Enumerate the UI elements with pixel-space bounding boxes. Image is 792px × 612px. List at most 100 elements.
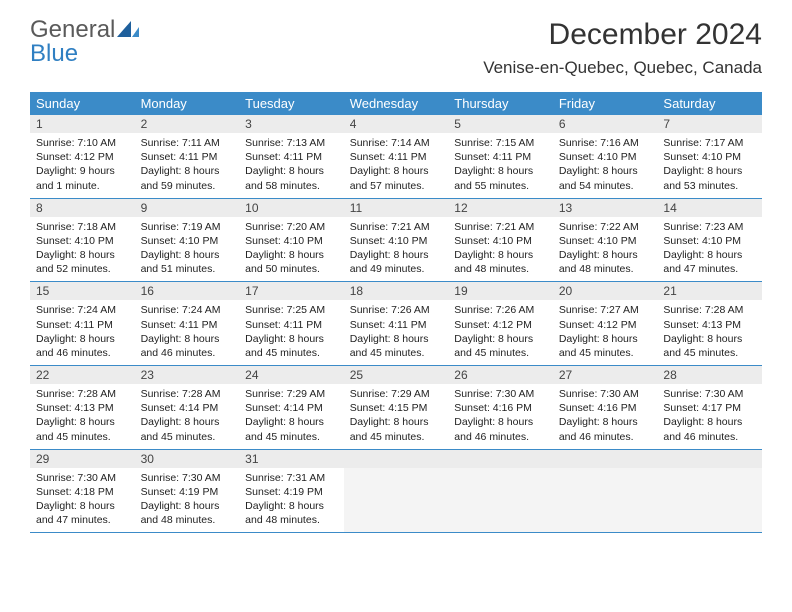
- day-number-empty: [553, 450, 658, 468]
- dayname-saturday: Saturday: [657, 92, 762, 115]
- day-info: Sunrise: 7:30 AMSunset: 4:17 PMDaylight:…: [657, 384, 762, 449]
- day-number: 27: [553, 366, 658, 384]
- day-d1: Daylight: 8 hours: [141, 332, 234, 346]
- week-row: 8Sunrise: 7:18 AMSunset: 4:10 PMDaylight…: [30, 199, 762, 283]
- day-d2: and 45 minutes.: [36, 430, 129, 444]
- day-sr: Sunrise: 7:30 AM: [559, 387, 652, 401]
- day-d1: Daylight: 8 hours: [350, 164, 443, 178]
- day-sr: Sunrise: 7:28 AM: [663, 303, 756, 317]
- day-info: Sunrise: 7:17 AMSunset: 4:10 PMDaylight:…: [657, 133, 762, 198]
- calendar-cell: 13Sunrise: 7:22 AMSunset: 4:10 PMDayligh…: [553, 199, 658, 282]
- calendar-cell: 21Sunrise: 7:28 AMSunset: 4:13 PMDayligh…: [657, 282, 762, 365]
- calendar-cell: 6Sunrise: 7:16 AMSunset: 4:10 PMDaylight…: [553, 115, 658, 198]
- day-number: 30: [135, 450, 240, 468]
- day-d1: Daylight: 8 hours: [559, 415, 652, 429]
- day-info: Sunrise: 7:22 AMSunset: 4:10 PMDaylight:…: [553, 217, 658, 282]
- day-ss: Sunset: 4:17 PM: [663, 401, 756, 415]
- day-sr: Sunrise: 7:30 AM: [141, 471, 234, 485]
- day-d2: and 55 minutes.: [454, 179, 547, 193]
- day-info: Sunrise: 7:24 AMSunset: 4:11 PMDaylight:…: [135, 300, 240, 365]
- day-d2: and 45 minutes.: [141, 430, 234, 444]
- day-number: 12: [448, 199, 553, 217]
- day-d1: Daylight: 8 hours: [245, 415, 338, 429]
- day-sr: Sunrise: 7:11 AM: [141, 136, 234, 150]
- day-info: Sunrise: 7:21 AMSunset: 4:10 PMDaylight:…: [448, 217, 553, 282]
- header: General Blue December 2024 Venise-en-Que…: [0, 0, 792, 86]
- day-d2: and 46 minutes.: [663, 430, 756, 444]
- day-d2: and 45 minutes.: [559, 346, 652, 360]
- day-number-empty: [657, 450, 762, 468]
- day-d2: and 49 minutes.: [350, 262, 443, 276]
- day-info: Sunrise: 7:31 AMSunset: 4:19 PMDaylight:…: [239, 468, 344, 533]
- day-number: 1: [30, 115, 135, 133]
- day-number: 7: [657, 115, 762, 133]
- day-info: Sunrise: 7:26 AMSunset: 4:11 PMDaylight:…: [344, 300, 449, 365]
- brand-part2: Blue: [30, 40, 78, 67]
- dayname-sunday: Sunday: [30, 92, 135, 115]
- day-sr: Sunrise: 7:26 AM: [454, 303, 547, 317]
- calendar-cell: [657, 450, 762, 533]
- day-ss: Sunset: 4:12 PM: [559, 318, 652, 332]
- calendar-cell: [553, 450, 658, 533]
- day-ss: Sunset: 4:19 PM: [141, 485, 234, 499]
- week-row: 29Sunrise: 7:30 AMSunset: 4:18 PMDayligh…: [30, 450, 762, 534]
- calendar-cell: 31Sunrise: 7:31 AMSunset: 4:19 PMDayligh…: [239, 450, 344, 533]
- day-ss: Sunset: 4:12 PM: [36, 150, 129, 164]
- day-sr: Sunrise: 7:19 AM: [141, 220, 234, 234]
- day-number: 14: [657, 199, 762, 217]
- day-d1: Daylight: 8 hours: [141, 415, 234, 429]
- day-d2: and 50 minutes.: [245, 262, 338, 276]
- day-d2: and 59 minutes.: [141, 179, 234, 193]
- day-sr: Sunrise: 7:31 AM: [245, 471, 338, 485]
- day-number: 16: [135, 282, 240, 300]
- day-number: 3: [239, 115, 344, 133]
- day-sr: Sunrise: 7:27 AM: [559, 303, 652, 317]
- dayname-row: SundayMondayTuesdayWednesdayThursdayFrid…: [30, 92, 762, 115]
- day-ss: Sunset: 4:11 PM: [141, 150, 234, 164]
- day-sr: Sunrise: 7:20 AM: [245, 220, 338, 234]
- day-d1: Daylight: 8 hours: [559, 164, 652, 178]
- day-sr: Sunrise: 7:18 AM: [36, 220, 129, 234]
- day-d1: Daylight: 8 hours: [454, 164, 547, 178]
- day-ss: Sunset: 4:16 PM: [454, 401, 547, 415]
- day-d2: and 45 minutes.: [245, 346, 338, 360]
- day-d1: Daylight: 8 hours: [141, 164, 234, 178]
- day-number: 18: [344, 282, 449, 300]
- day-ss: Sunset: 4:19 PM: [245, 485, 338, 499]
- day-info: Sunrise: 7:26 AMSunset: 4:12 PMDaylight:…: [448, 300, 553, 365]
- day-number: 24: [239, 366, 344, 384]
- dayname-friday: Friday: [553, 92, 658, 115]
- day-d2: and 48 minutes.: [141, 513, 234, 527]
- day-ss: Sunset: 4:11 PM: [245, 318, 338, 332]
- calendar-cell: 8Sunrise: 7:18 AMSunset: 4:10 PMDaylight…: [30, 199, 135, 282]
- day-d2: and 45 minutes.: [663, 346, 756, 360]
- day-info: Sunrise: 7:19 AMSunset: 4:10 PMDaylight:…: [135, 217, 240, 282]
- day-d2: and 45 minutes.: [350, 430, 443, 444]
- calendar-cell: 11Sunrise: 7:21 AMSunset: 4:10 PMDayligh…: [344, 199, 449, 282]
- day-number: 5: [448, 115, 553, 133]
- calendar-cell: 1Sunrise: 7:10 AMSunset: 4:12 PMDaylight…: [30, 115, 135, 198]
- day-d2: and 48 minutes.: [454, 262, 547, 276]
- brand-part1: General: [30, 16, 115, 43]
- day-sr: Sunrise: 7:15 AM: [454, 136, 547, 150]
- dayname-wednesday: Wednesday: [344, 92, 449, 115]
- calendar-cell: 2Sunrise: 7:11 AMSunset: 4:11 PMDaylight…: [135, 115, 240, 198]
- calendar-cell: 14Sunrise: 7:23 AMSunset: 4:10 PMDayligh…: [657, 199, 762, 282]
- day-info: Sunrise: 7:20 AMSunset: 4:10 PMDaylight:…: [239, 217, 344, 282]
- calendar-cell: 20Sunrise: 7:27 AMSunset: 4:12 PMDayligh…: [553, 282, 658, 365]
- calendar-cell: 12Sunrise: 7:21 AMSunset: 4:10 PMDayligh…: [448, 199, 553, 282]
- day-d1: Daylight: 8 hours: [454, 332, 547, 346]
- day-sr: Sunrise: 7:29 AM: [350, 387, 443, 401]
- day-info: Sunrise: 7:21 AMSunset: 4:10 PMDaylight:…: [344, 217, 449, 282]
- day-sr: Sunrise: 7:29 AM: [245, 387, 338, 401]
- day-number: 31: [239, 450, 344, 468]
- calendar-cell: 27Sunrise: 7:30 AMSunset: 4:16 PMDayligh…: [553, 366, 658, 449]
- calendar-cell: [344, 450, 449, 533]
- day-ss: Sunset: 4:10 PM: [350, 234, 443, 248]
- day-d2: and 53 minutes.: [663, 179, 756, 193]
- day-ss: Sunset: 4:18 PM: [36, 485, 129, 499]
- calendar-cell: 18Sunrise: 7:26 AMSunset: 4:11 PMDayligh…: [344, 282, 449, 365]
- calendar-cell: 16Sunrise: 7:24 AMSunset: 4:11 PMDayligh…: [135, 282, 240, 365]
- day-number: 8: [30, 199, 135, 217]
- day-number: 26: [448, 366, 553, 384]
